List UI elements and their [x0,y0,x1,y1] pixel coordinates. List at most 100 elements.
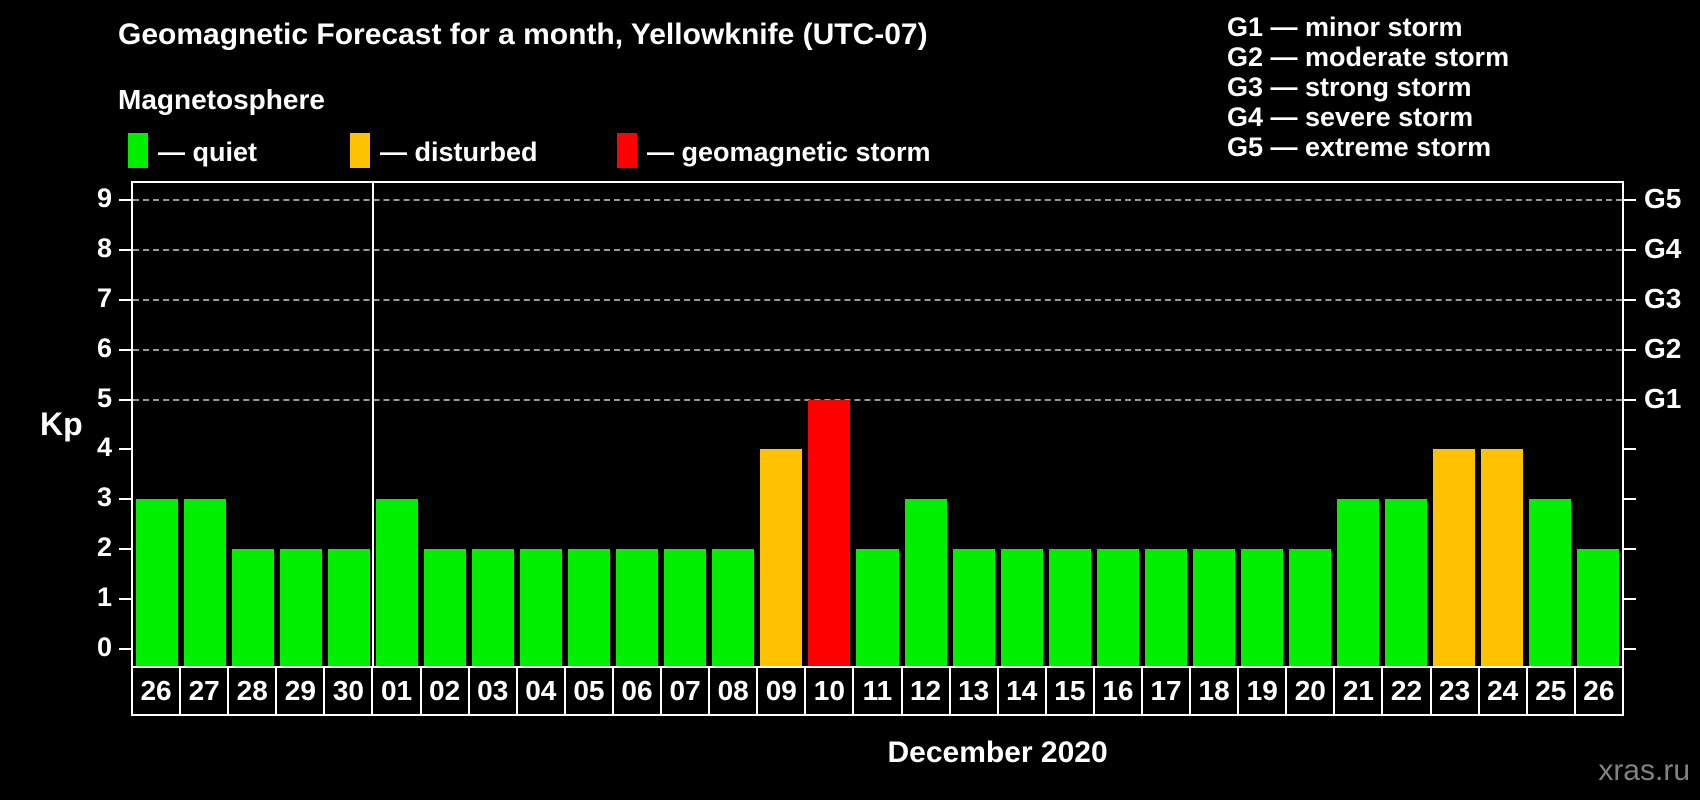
month-label: December 2020 [887,736,1108,769]
kp-tick-label-2: 2 [96,531,112,562]
bar-day-06 [616,549,659,666]
gridline-kp-8 [133,249,1622,252]
left-tick-kp-6 [119,348,131,351]
day-label-16: 16 [1092,668,1141,714]
day-label-26: 26 [1573,668,1622,714]
right-tick-kp-1 [1624,597,1636,600]
bar-day-04 [520,549,563,666]
right-tick-kp-7 [1624,299,1636,301]
day-label-19: 19 [1237,668,1285,714]
day-label-08: 08 [708,668,756,714]
right-tick-kp-8 [1624,249,1636,252]
watermark: xras.ru [1598,754,1690,787]
bar-day-13 [952,549,995,666]
month-separator-line [372,183,375,666]
bar-day-03 [472,549,515,666]
bar-day-26 [136,499,179,666]
day-label-27: 27 [179,668,227,714]
g-level-label-g4: G4 [1644,233,1682,265]
disturbed-legend-swatch [350,133,370,168]
day-label-14: 14 [996,668,1045,714]
left-tick-kp-3 [119,498,131,501]
g-level-label-g1: G1 [1644,382,1682,414]
kp-tick-label-5: 5 [96,382,112,413]
gridline-kp-7 [133,299,1622,301]
bar-day-01 [376,499,419,666]
day-label-12: 12 [900,668,949,714]
day-label-24: 24 [1477,668,1526,714]
magnetosphere-label: Magnetosphere [118,84,325,115]
day-label-18: 18 [1189,668,1237,714]
day-label-17: 17 [1140,668,1189,714]
g-scale-legend-item: G2 — moderate storm [1227,42,1510,72]
chart-title: Geomagnetic Forecast for a month, Yellow… [118,18,928,51]
bar-day-19 [1240,549,1283,666]
day-label-10: 10 [804,668,852,714]
bar-day-30 [328,549,371,666]
bar-day-11 [856,549,899,666]
kp-axis-title: Kp [40,406,83,442]
right-tick-kp-6 [1624,348,1636,351]
left-tick-kp-5 [119,398,131,401]
day-label-06: 06 [611,668,660,714]
g-scale-legend-item: G5 — extreme storm [1227,132,1492,162]
day-label-15: 15 [1044,668,1093,714]
g-scale-legend-item: G3 — strong storm [1227,72,1472,102]
kp-tick-label-6: 6 [96,332,112,363]
left-tick-kp-2 [119,547,131,550]
kp-tick-label-0: 0 [96,631,112,662]
bar-day-16 [1096,549,1139,666]
day-label-30: 30 [323,668,371,714]
g-scale-legend: G1 — minor storm G2 — moderate storm G3 — … [1227,12,1509,162]
bar-day-10 [808,399,851,666]
day-label-11: 11 [852,668,900,714]
bar-day-12 [904,499,947,666]
day-label-28: 28 [227,668,275,714]
day-label-row: 26 27 28 29 30 01 02 03 04 05 06 07 08 09 10 11 12 13 14 15… [131,666,1624,716]
day-label-05: 05 [563,668,612,714]
bar-day-17 [1144,549,1187,666]
storm-legend-swatch [617,133,637,168]
kp-tick-label-3: 3 [96,482,112,513]
g-level-label-g5: G5 [1644,183,1682,215]
g-level-label-g3: G3 [1644,283,1682,314]
bar-day-05 [568,549,611,666]
day-label-13: 13 [948,668,997,714]
day-label-20: 20 [1285,668,1333,714]
gridline-kp-6 [133,348,1622,351]
kp-tick-label-7: 7 [96,283,112,313]
bar-day-21 [1336,499,1379,666]
bar-day-20 [1288,549,1331,666]
bar-day-26 [1576,549,1619,666]
kp-tick-label-4: 4 [96,432,112,463]
bar-day-25 [1528,499,1571,666]
day-label-03: 03 [467,668,516,714]
kp-tick-label-1: 1 [96,581,112,612]
day-label-07: 07 [660,668,708,714]
right-tick-kp-2 [1624,547,1636,550]
g-level-label-g2: G2 [1644,332,1682,364]
quiet-legend-label: — quiet [158,137,257,167]
day-label-25: 25 [1525,668,1574,714]
day-label-23: 23 [1429,668,1478,714]
gridline-kp-5 [133,398,1622,401]
bar-day-18 [1192,549,1235,666]
bar-day-28 [232,549,275,666]
day-label-02: 02 [419,668,468,714]
bar-day-23 [1432,449,1475,666]
right-tick-kp-0 [1624,647,1636,650]
bar-day-14 [1000,549,1043,666]
g-scale-legend-item: G1 — minor storm [1227,12,1463,42]
right-tick-kp-5 [1624,398,1636,401]
bar-day-09 [760,449,803,666]
quiet-legend-swatch [128,133,148,168]
disturbed-legend-label: — disturbed [380,137,538,167]
bar-day-27 [184,499,227,666]
storm-legend-label: — geomagnetic storm [647,137,931,167]
right-tick-kp-3 [1624,498,1636,501]
bar-day-29 [280,549,323,666]
kp-tick-label-9: 9 [96,183,112,214]
bar-day-22 [1384,499,1427,666]
bar-day-07 [664,549,707,666]
